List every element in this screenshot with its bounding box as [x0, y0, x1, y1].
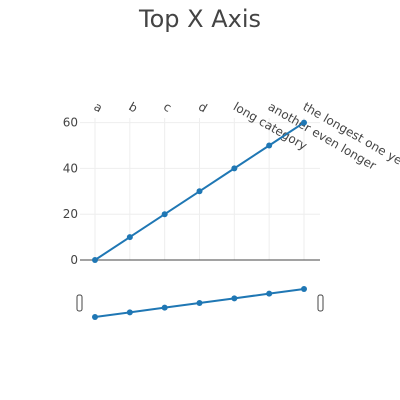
x-tick-label: d	[196, 99, 210, 115]
x-tick-label: b	[126, 99, 140, 115]
data-point	[301, 119, 307, 126]
range-slider-point	[301, 286, 307, 292]
range-slider-point	[196, 300, 203, 306]
chart-title: Top X Axis	[138, 5, 261, 33]
range-slider-point	[126, 309, 133, 316]
data-point	[196, 188, 203, 195]
data-point	[231, 165, 238, 172]
y-tick-label: 20	[63, 207, 78, 221]
y-tick-label: 40	[63, 161, 78, 175]
y-tick-label: 60	[63, 116, 78, 130]
range-slider-point	[266, 290, 273, 297]
range-slider-point	[92, 314, 98, 320]
x-tick-label: the longest one yet!!!!!!	[301, 99, 400, 184]
data-point	[92, 257, 98, 263]
x-tick-label: c	[161, 99, 174, 114]
range-slider-right-handle[interactable]	[317, 294, 324, 312]
range-slider-left-handle[interactable]	[76, 294, 83, 312]
series-line-layer	[92, 119, 307, 263]
data-point	[266, 142, 273, 149]
y-tick-label: 0	[70, 253, 78, 267]
data-point	[161, 211, 168, 218]
x-tick-label: a	[92, 99, 105, 115]
grid	[80, 118, 320, 261]
data-point	[126, 234, 133, 241]
range-slider[interactable]	[76, 282, 324, 324]
range-slider-point	[231, 295, 238, 302]
y-axis-ticks: 0 20 40 60	[63, 116, 78, 267]
range-slider-point	[161, 304, 168, 311]
